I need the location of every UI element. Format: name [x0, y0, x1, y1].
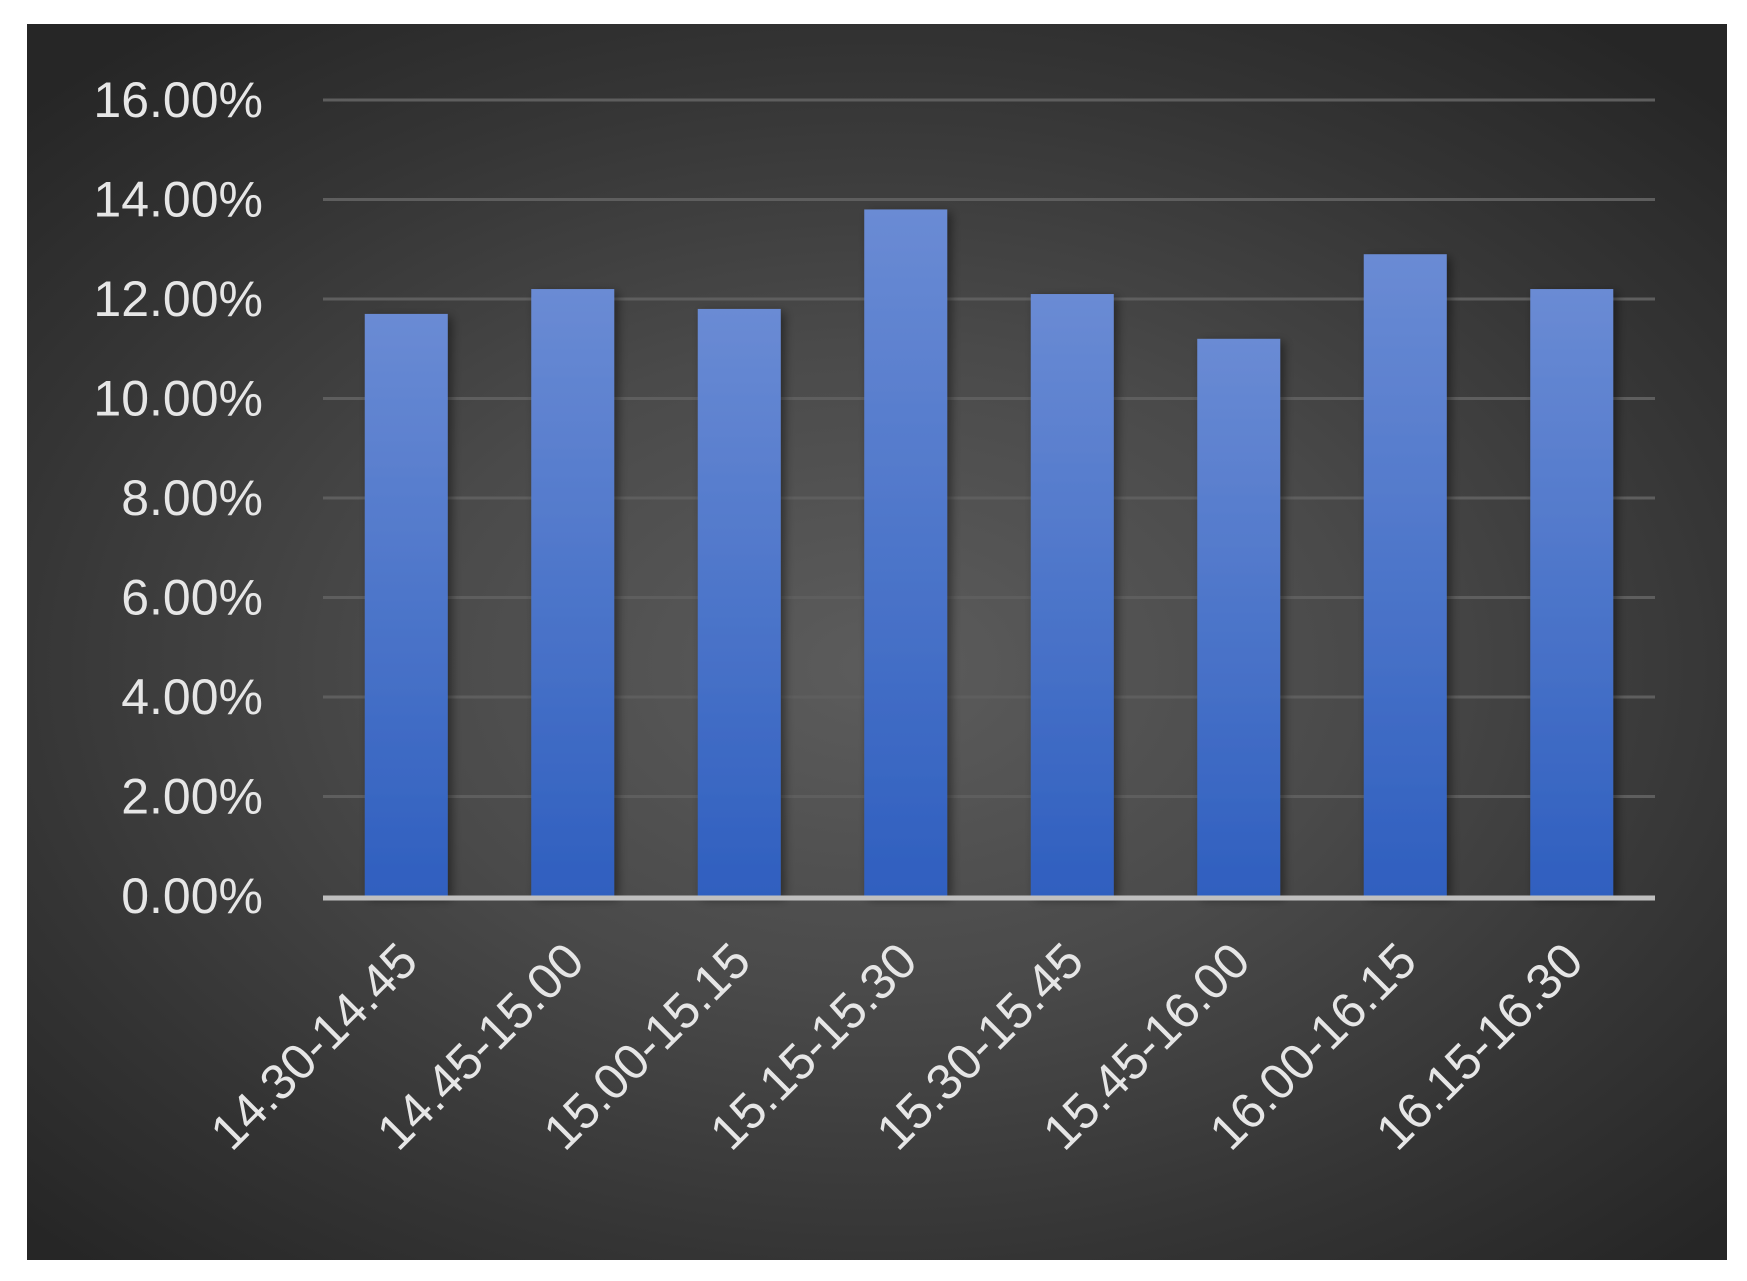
bar: [531, 289, 615, 896]
bar: [1030, 294, 1114, 896]
gridlines: [323, 98, 1655, 798]
bar: [364, 313, 448, 896]
bar: [697, 308, 781, 896]
y-axis-tick-labels: 0.00% 2.00% 4.00% 6.00% 8.00% 10.00% 12.00% 14.…: [93, 72, 263, 924]
x-axis-category-labels: 14.30-14.4514.45-15.0015.00-15.1515.15-1…: [200, 932, 1594, 1160]
y-tick-label: 12.00%: [93, 271, 263, 327]
y-tick-label: 4.00%: [121, 669, 263, 725]
bar: [1363, 254, 1447, 897]
y-tick-label: 10.00%: [93, 371, 263, 427]
y-tick-label: 14.00%: [93, 172, 263, 228]
y-tick-label: 16.00%: [93, 72, 263, 128]
bars: [364, 209, 1614, 897]
bar: [864, 209, 948, 896]
y-tick-label: 0.00%: [121, 868, 263, 924]
chart-frame: 0.00% 2.00% 4.00% 6.00% 8.00% 10.00% 12.00% 14.…: [27, 24, 1727, 1260]
bar: [1530, 289, 1614, 896]
bar-chart: 0.00% 2.00% 4.00% 6.00% 8.00% 10.00% 12.00% 14.…: [93, 72, 1655, 1161]
y-tick-label: 8.00%: [121, 470, 263, 526]
y-tick-label: 6.00%: [121, 570, 263, 626]
bar: [1197, 338, 1281, 896]
y-tick-label: 2.00%: [121, 769, 263, 825]
